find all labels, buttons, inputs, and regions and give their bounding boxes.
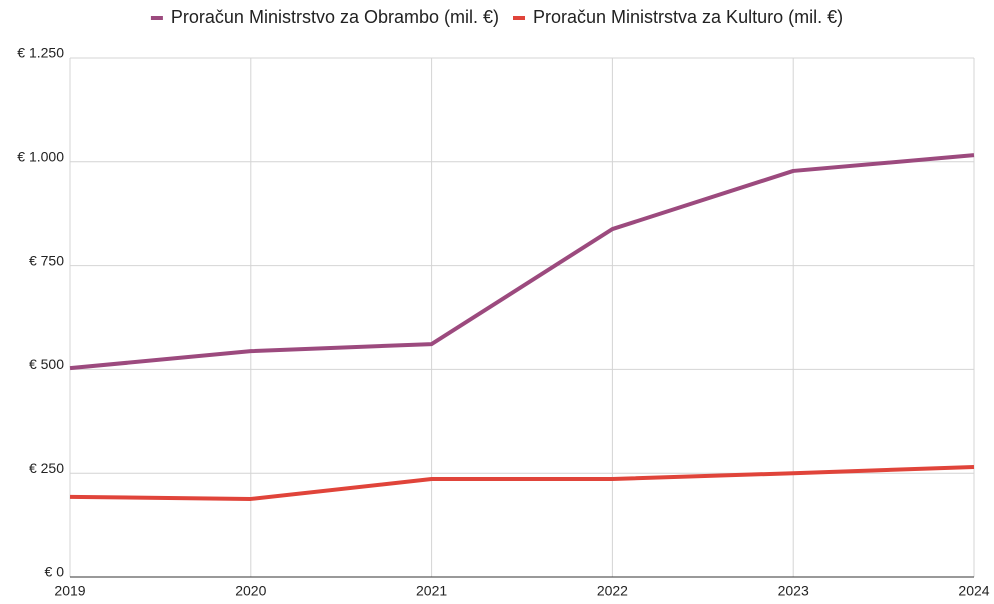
series-line — [69, 464, 975, 501]
x-tick-label: 2023 — [778, 583, 809, 599]
legend-label: Proračun Ministrstvo za Obrambo (mil. €) — [171, 7, 499, 27]
x-tick-label: 2020 — [235, 583, 266, 599]
series-line — [69, 153, 975, 371]
y-tick-label: € 0 — [45, 564, 65, 580]
y-tick-label: € 750 — [29, 252, 64, 268]
x-tick-label: 2022 — [597, 583, 628, 599]
x-tick-label: 2024 — [958, 583, 989, 599]
x-tick-label: 2019 — [54, 583, 85, 599]
y-tick-label: € 1.000 — [17, 149, 64, 165]
y-tick-label: € 500 — [29, 356, 64, 372]
y-tick-label: € 1.250 — [17, 45, 64, 61]
x-tick-label: 2021 — [416, 583, 447, 599]
legend-label: Proračun Ministrstva za Kulturo (mil. €) — [533, 7, 843, 27]
y-tick-label: € 250 — [29, 460, 64, 476]
